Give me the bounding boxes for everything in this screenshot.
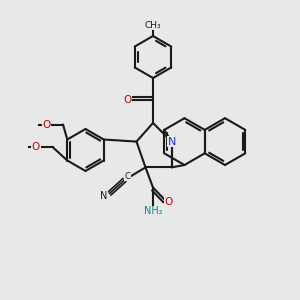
Text: N: N [167, 136, 176, 147]
Text: O: O [165, 196, 173, 207]
Text: N: N [100, 191, 108, 201]
Text: CH₃: CH₃ [145, 21, 161, 30]
Text: O: O [123, 94, 132, 105]
Text: O: O [32, 142, 40, 152]
Text: O: O [42, 119, 51, 130]
Text: NH₂: NH₂ [144, 206, 162, 217]
Text: C: C [124, 172, 130, 181]
